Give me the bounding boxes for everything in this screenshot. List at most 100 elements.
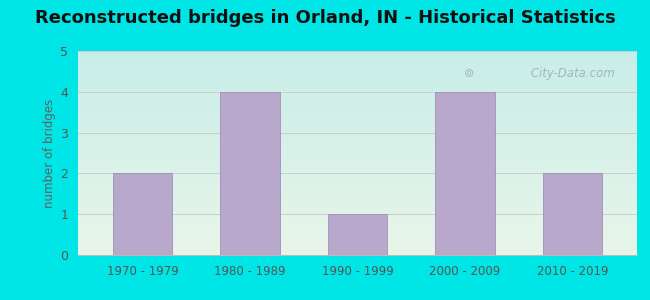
- Bar: [78, 253, 637, 254]
- Bar: [78, 109, 637, 110]
- Bar: [78, 79, 637, 80]
- Bar: [78, 52, 637, 53]
- Bar: [78, 203, 637, 204]
- Bar: [543, 173, 602, 255]
- Bar: [78, 252, 637, 253]
- Bar: [78, 137, 637, 138]
- Bar: [78, 115, 637, 116]
- Bar: [78, 144, 637, 145]
- Bar: [78, 136, 637, 137]
- Bar: [78, 162, 637, 163]
- Bar: [78, 170, 637, 171]
- Bar: [78, 101, 637, 102]
- Bar: [78, 116, 637, 117]
- Bar: [78, 95, 637, 96]
- Bar: [78, 125, 637, 127]
- Bar: [78, 90, 637, 91]
- Text: City-Data.com: City-Data.com: [526, 67, 615, 80]
- Bar: [78, 56, 637, 57]
- Bar: [78, 143, 637, 144]
- Bar: [78, 188, 637, 189]
- Bar: [78, 120, 637, 122]
- Bar: [78, 74, 637, 76]
- Bar: [78, 149, 637, 150]
- Bar: [78, 240, 637, 241]
- Bar: [78, 182, 637, 183]
- Bar: [78, 242, 637, 243]
- Bar: [78, 161, 637, 162]
- Bar: [78, 215, 637, 216]
- Bar: [78, 92, 637, 93]
- Bar: [78, 64, 637, 65]
- Bar: [78, 82, 637, 84]
- Bar: [78, 229, 637, 230]
- Bar: [78, 212, 637, 213]
- Bar: [78, 219, 637, 220]
- Bar: [78, 119, 637, 120]
- Bar: [78, 98, 637, 99]
- Bar: [78, 239, 637, 240]
- Bar: [78, 218, 637, 219]
- Bar: [78, 84, 637, 85]
- Bar: [78, 133, 637, 134]
- Bar: [78, 227, 637, 229]
- Bar: [78, 232, 637, 234]
- Bar: [78, 51, 637, 52]
- Bar: [78, 118, 637, 119]
- Bar: [78, 81, 637, 82]
- Bar: [78, 154, 637, 155]
- Bar: [78, 195, 637, 196]
- Bar: [78, 247, 637, 248]
- Bar: [78, 156, 637, 157]
- Bar: [78, 158, 637, 159]
- Bar: [78, 224, 637, 225]
- Bar: [78, 82, 637, 83]
- Bar: [78, 76, 637, 77]
- Bar: [78, 199, 637, 200]
- Bar: [78, 236, 637, 237]
- Bar: [78, 130, 637, 132]
- Bar: [78, 226, 637, 227]
- Bar: [78, 238, 637, 239]
- Bar: [78, 135, 637, 136]
- Bar: [78, 91, 637, 92]
- Bar: [78, 146, 637, 147]
- Bar: [78, 221, 637, 222]
- Bar: [78, 132, 637, 133]
- Bar: [78, 60, 637, 61]
- Bar: [78, 186, 637, 187]
- Bar: [78, 58, 637, 59]
- Bar: [78, 145, 637, 146]
- Bar: [78, 127, 637, 128]
- Bar: [78, 179, 637, 181]
- Bar: [78, 211, 637, 212]
- Bar: [78, 181, 637, 182]
- Bar: [78, 191, 637, 192]
- Bar: [78, 184, 637, 186]
- Bar: [78, 77, 637, 79]
- Bar: [78, 216, 637, 217]
- Bar: [78, 157, 637, 158]
- Bar: [78, 57, 637, 58]
- Bar: [78, 187, 637, 188]
- Bar: [78, 65, 637, 66]
- Bar: [78, 251, 637, 252]
- Bar: [78, 197, 637, 198]
- Bar: [78, 168, 637, 169]
- Bar: [78, 103, 637, 104]
- Bar: [78, 210, 637, 211]
- Bar: [78, 123, 637, 124]
- Bar: [78, 167, 637, 168]
- Bar: [78, 111, 637, 112]
- Text: ⊚: ⊚: [463, 67, 474, 80]
- Bar: [78, 93, 637, 94]
- Bar: [78, 150, 637, 151]
- Bar: [78, 169, 637, 170]
- Bar: [78, 102, 637, 103]
- Bar: [78, 87, 637, 88]
- Bar: [78, 249, 637, 250]
- Bar: [78, 142, 637, 143]
- Bar: [78, 163, 637, 164]
- Bar: [78, 117, 637, 118]
- Bar: [78, 89, 637, 90]
